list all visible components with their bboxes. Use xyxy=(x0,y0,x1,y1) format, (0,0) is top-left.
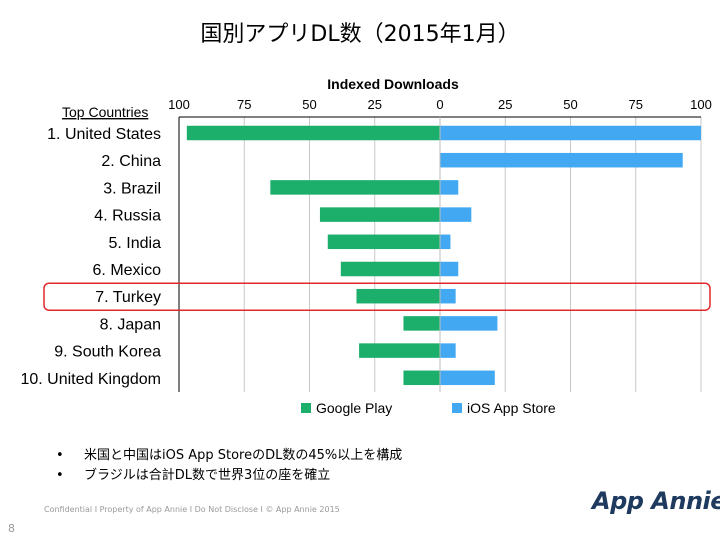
category-label: 5. India xyxy=(109,235,162,252)
highlight-box xyxy=(43,282,711,311)
tick-label: 100 xyxy=(168,97,190,112)
bar-ios-app-store xyxy=(440,261,459,277)
tick-label: 75 xyxy=(629,97,643,112)
app-annie-logo: App Annie xyxy=(592,487,720,515)
bullet-item: 米国と中国はiOS App StoreのDL数の45%以上を構成 xyxy=(56,446,402,466)
legend-label: Google Play xyxy=(316,400,392,416)
bar-ios-app-store xyxy=(440,288,456,304)
category-label: 2. China xyxy=(101,153,161,170)
bar-google-play xyxy=(403,316,440,331)
category-label: 9. South Korea xyxy=(54,344,161,361)
bar-ios-app-store xyxy=(440,343,456,358)
category-label: 1. United States xyxy=(47,126,161,143)
bar-ios-app-store xyxy=(440,370,495,386)
bar-google-play xyxy=(270,180,440,195)
page-number: 8 xyxy=(8,522,15,535)
legend-label: iOS App Store xyxy=(467,400,556,416)
bar-google-play xyxy=(359,343,440,358)
page-title: 国別アプリDL数（2015年1月） xyxy=(200,22,520,47)
category-header: Top Countries xyxy=(62,104,148,120)
tick-label: 25 xyxy=(368,97,382,112)
bar-google-play xyxy=(327,234,440,250)
tick-label: 50 xyxy=(302,97,316,112)
bar-ios-app-store xyxy=(440,234,451,250)
tick-label: 25 xyxy=(498,97,512,112)
bar-google-play xyxy=(319,207,440,222)
chart-title: Indexed Downloads xyxy=(327,76,459,92)
bar-ios-app-store xyxy=(440,316,498,331)
bar-ios-app-store xyxy=(440,125,701,141)
bullet-item: ブラジルは合計DL数で世界3位の座を確立 xyxy=(56,466,402,486)
bar-ios-app-store xyxy=(440,180,459,195)
footer-text: Confidential I Property of App Annie I D… xyxy=(44,505,340,514)
bar-google-play xyxy=(340,261,440,277)
bar-google-play xyxy=(403,370,440,386)
category-label: 6. Mexico xyxy=(93,262,162,279)
bar-ios-app-store xyxy=(440,207,472,222)
category-label: 4. Russia xyxy=(94,208,161,225)
bar-google-play xyxy=(356,288,440,304)
bar-google-play xyxy=(186,125,440,141)
bar-ios-app-store xyxy=(440,152,683,168)
tick-label: 100 xyxy=(690,97,712,112)
tick-label: 0 xyxy=(436,97,443,112)
bullet-list: 米国と中国はiOS App StoreのDL数の45%以上を構成 ブラジルは合計… xyxy=(56,446,402,486)
legend-swatch xyxy=(452,403,462,413)
legend-swatch xyxy=(301,403,311,413)
category-label: 8. Japan xyxy=(100,316,161,333)
category-label: 7. Turkey xyxy=(95,289,161,306)
category-label: 3. Brazil xyxy=(103,180,161,197)
tick-label: 50 xyxy=(563,97,577,112)
category-label: 10. United Kingdom xyxy=(20,371,161,388)
tick-label: 75 xyxy=(237,97,251,112)
